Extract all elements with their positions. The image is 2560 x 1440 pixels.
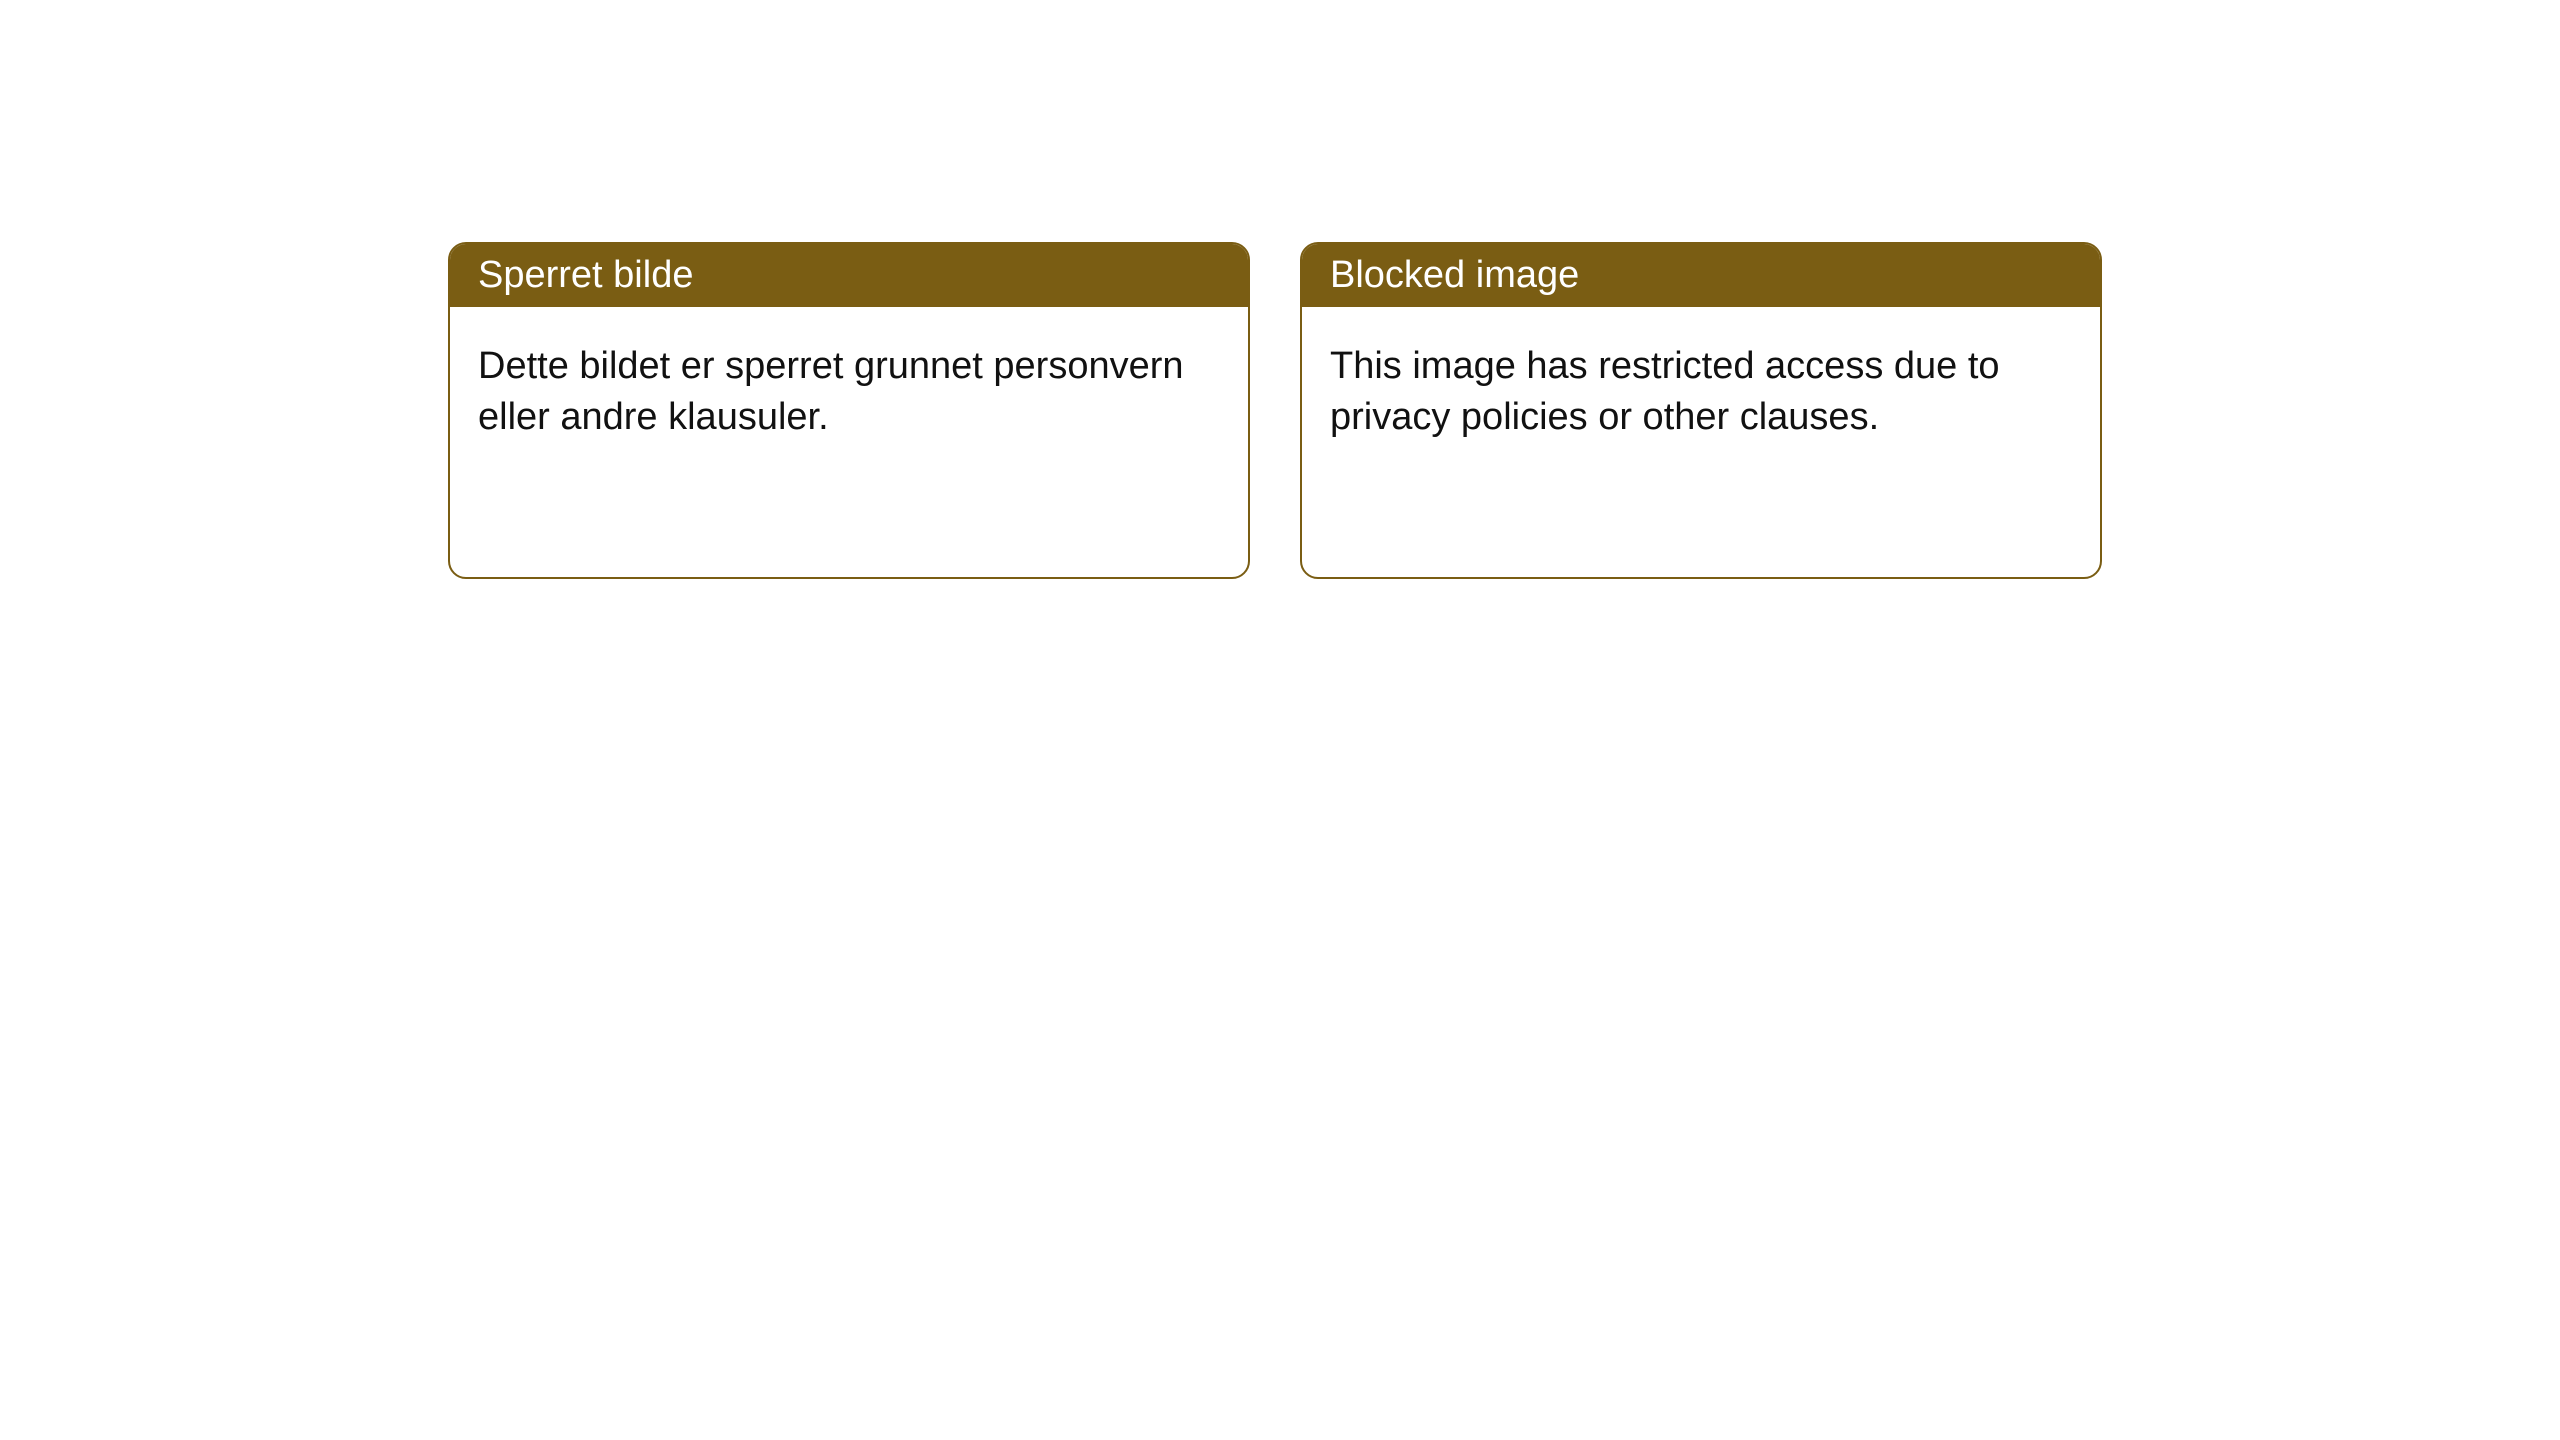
notice-card-text: This image has restricted access due to … (1330, 345, 2000, 438)
notice-card-header: Sperret bilde (450, 244, 1248, 307)
notice-card-title: Blocked image (1330, 254, 1579, 296)
notice-card-text: Dette bildet er sperret grunnet personve… (478, 345, 1184, 438)
notice-card-english: Blocked image This image has restricted … (1300, 242, 2102, 579)
notice-container: Sperret bilde Dette bildet er sperret gr… (0, 0, 2560, 579)
notice-card-body: Dette bildet er sperret grunnet personve… (450, 307, 1248, 577)
notice-card-title: Sperret bilde (478, 254, 693, 296)
notice-card-norwegian: Sperret bilde Dette bildet er sperret gr… (448, 242, 1250, 579)
notice-card-header: Blocked image (1302, 244, 2100, 307)
notice-card-body: This image has restricted access due to … (1302, 307, 2100, 577)
